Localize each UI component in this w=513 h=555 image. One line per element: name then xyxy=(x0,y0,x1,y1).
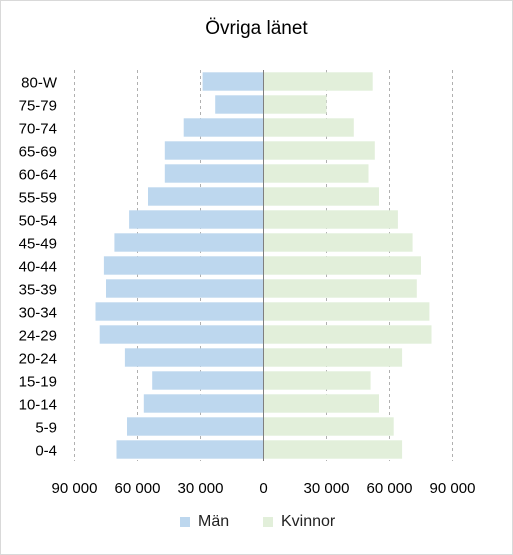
category-label-40-44: 40-44 xyxy=(19,259,57,276)
category-label-55-59: 55-59 xyxy=(19,190,57,207)
bar-men-65-69 xyxy=(164,141,264,160)
bar-men-20-24 xyxy=(124,348,264,367)
bar-women-50-54 xyxy=(263,210,398,229)
bar-women-60-64 xyxy=(263,164,369,183)
bar-men-45-49 xyxy=(114,233,264,252)
x-tick-label-2: 30 000 xyxy=(178,480,224,497)
bar-women-20-24 xyxy=(263,348,403,367)
bar-men-30-34 xyxy=(95,302,264,321)
bar-men-10-14 xyxy=(143,394,264,413)
category-label-50-54: 50-54 xyxy=(19,213,57,230)
bar-women-35-39 xyxy=(263,279,417,298)
legend-swatch-men xyxy=(180,517,190,527)
bar-women-5-9 xyxy=(263,417,394,436)
bar-men-80-W xyxy=(202,72,264,91)
category-label-45-49: 45-49 xyxy=(19,236,57,253)
bar-women-15-19 xyxy=(263,371,371,390)
legend-label-women: Kvinnor xyxy=(281,513,336,530)
bar-men-0-4 xyxy=(116,440,264,459)
legend-swatch-women xyxy=(263,517,273,527)
category-label-70-74: 70-74 xyxy=(19,121,57,138)
bar-women-80-W xyxy=(263,72,373,91)
x-tick-label-4: 30 000 xyxy=(304,480,350,497)
category-label-35-39: 35-39 xyxy=(19,282,57,299)
bar-men-24-29 xyxy=(99,325,264,344)
bar-men-60-64 xyxy=(164,164,264,183)
category-label-80-W: 80-W xyxy=(21,75,58,92)
bar-women-65-69 xyxy=(263,141,375,160)
category-label-10-14: 10-14 xyxy=(19,397,57,414)
chart-title: Övriga länet xyxy=(205,18,308,39)
category-label-24-29: 24-29 xyxy=(19,328,57,345)
bar-men-15-19 xyxy=(152,371,264,390)
category-label-60-64: 60-64 xyxy=(19,167,57,184)
x-tick-label-3: 0 xyxy=(259,480,267,497)
legend-item-men: Män xyxy=(180,513,229,531)
bar-women-75-79 xyxy=(263,95,327,114)
category-label-75-79: 75-79 xyxy=(19,98,57,115)
legend-item-women: Kvinnor xyxy=(263,513,335,531)
category-label-0-4: 0-4 xyxy=(35,443,57,460)
x-tick-label-0: 90 000 xyxy=(52,480,98,497)
bar-men-40-44 xyxy=(103,256,264,275)
bar-men-70-74 xyxy=(183,118,264,137)
x-tick-label-6: 90 000 xyxy=(430,480,476,497)
legend: Män Kvinnor xyxy=(0,513,513,533)
bar-men-55-59 xyxy=(148,187,264,206)
bar-men-5-9 xyxy=(127,417,264,436)
bar-women-55-59 xyxy=(263,187,379,206)
category-label-65-69: 65-69 xyxy=(19,144,57,161)
category-label-20-24: 20-24 xyxy=(19,351,57,368)
category-label-5-9: 5-9 xyxy=(35,420,57,437)
bar-men-75-79 xyxy=(215,95,264,114)
x-tick-label-5: 60 000 xyxy=(367,480,413,497)
category-label-15-19: 15-19 xyxy=(19,374,57,391)
bar-men-50-54 xyxy=(129,210,264,229)
bar-women-45-49 xyxy=(263,233,413,252)
bar-men-35-39 xyxy=(106,279,264,298)
bar-women-10-14 xyxy=(263,394,379,413)
bar-women-70-74 xyxy=(263,118,354,137)
category-label-30-34: 30-34 xyxy=(19,305,57,322)
bar-women-24-29 xyxy=(263,325,432,344)
bar-women-40-44 xyxy=(263,256,421,275)
legend-label-men: Män xyxy=(198,513,230,530)
bar-women-0-4 xyxy=(263,440,403,459)
bar-women-30-34 xyxy=(263,302,430,321)
x-tick-label-1: 60 000 xyxy=(115,480,161,497)
